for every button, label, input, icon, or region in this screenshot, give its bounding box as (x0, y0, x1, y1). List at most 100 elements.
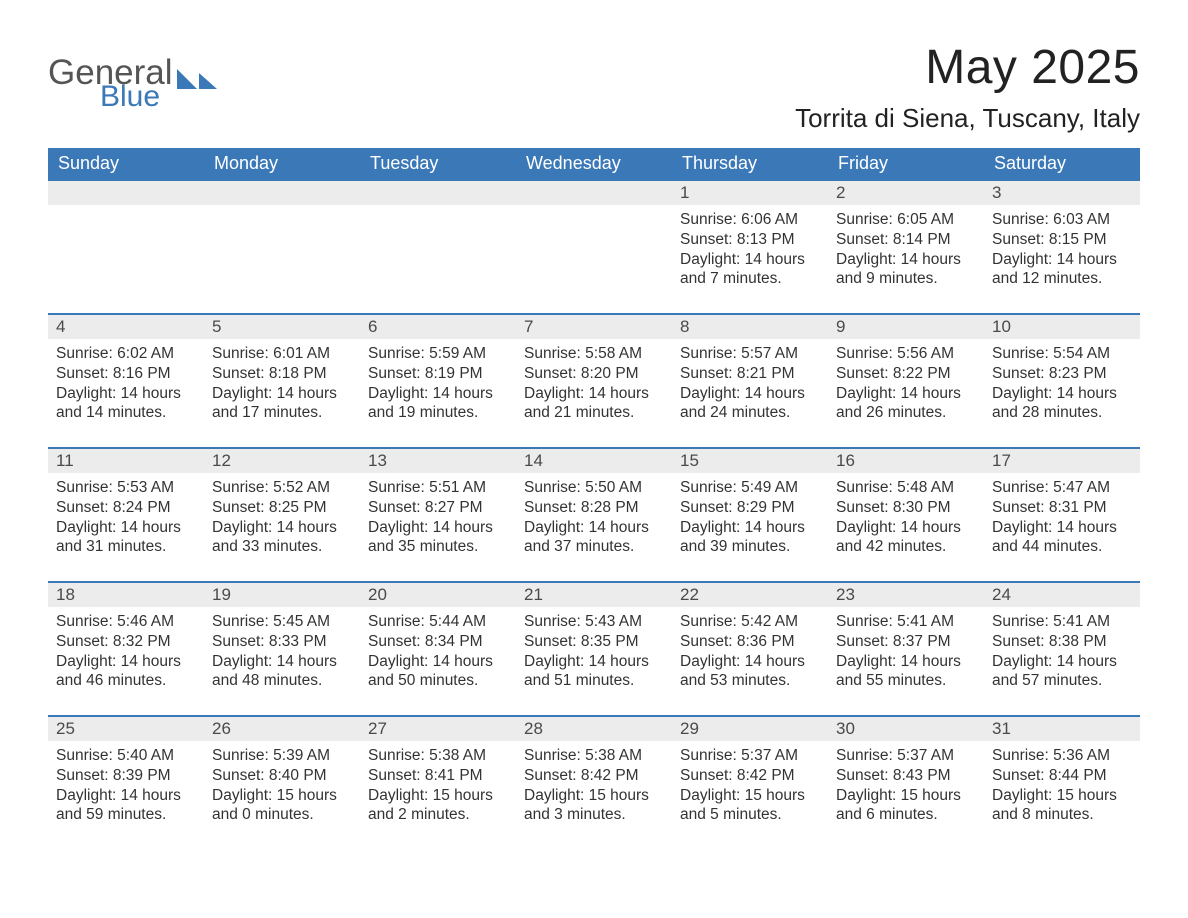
day-cell: 16Sunrise: 5:48 AMSunset: 8:30 PMDayligh… (828, 448, 984, 582)
day-cell: 12Sunrise: 5:52 AMSunset: 8:25 PMDayligh… (204, 448, 360, 582)
day-cell: 29Sunrise: 5:37 AMSunset: 8:42 PMDayligh… (672, 716, 828, 850)
brand-triangle-icon (177, 61, 217, 89)
day-content: Sunrise: 5:57 AMSunset: 8:21 PMDaylight:… (672, 339, 828, 423)
sunrise-text: Sunrise: 5:37 AM (836, 746, 976, 766)
weekday-header: Thursday (672, 148, 828, 180)
daylight-text: Daylight: 14 hours and 19 minutes. (368, 384, 508, 424)
day-cell (360, 180, 516, 314)
daylight-text: Daylight: 15 hours and 8 minutes. (992, 786, 1132, 826)
sunrise-text: Sunrise: 5:59 AM (368, 344, 508, 364)
day-number: 13 (360, 449, 516, 473)
daylight-text: Daylight: 14 hours and 9 minutes. (836, 250, 976, 290)
sunset-text: Sunset: 8:28 PM (524, 498, 664, 518)
weekday-header: Sunday (48, 148, 204, 180)
sunrise-text: Sunrise: 5:41 AM (836, 612, 976, 632)
day-cell: 31Sunrise: 5:36 AMSunset: 8:44 PMDayligh… (984, 716, 1140, 850)
weekday-header-row: Sunday Monday Tuesday Wednesday Thursday… (48, 148, 1140, 180)
brand-logo: General Blue (48, 40, 217, 112)
weekday-header: Saturday (984, 148, 1140, 180)
sunrise-text: Sunrise: 5:43 AM (524, 612, 664, 632)
sunset-text: Sunset: 8:13 PM (680, 230, 820, 250)
day-cell: 3Sunrise: 6:03 AMSunset: 8:15 PMDaylight… (984, 180, 1140, 314)
header: General Blue May 2025 Torrita di Siena, … (48, 40, 1140, 146)
day-cell (204, 180, 360, 314)
sunrise-text: Sunrise: 5:48 AM (836, 478, 976, 498)
day-cell: 5Sunrise: 6:01 AMSunset: 8:18 PMDaylight… (204, 314, 360, 448)
sunrise-text: Sunrise: 6:03 AM (992, 210, 1132, 230)
brand-text: General Blue (48, 56, 217, 112)
daylight-text: Daylight: 14 hours and 14 minutes. (56, 384, 196, 424)
day-number: 2 (828, 181, 984, 205)
daylight-text: Daylight: 14 hours and 35 minutes. (368, 518, 508, 558)
sunrise-text: Sunrise: 6:05 AM (836, 210, 976, 230)
sunset-text: Sunset: 8:38 PM (992, 632, 1132, 652)
sunset-text: Sunset: 8:39 PM (56, 766, 196, 786)
day-content: Sunrise: 5:40 AMSunset: 8:39 PMDaylight:… (48, 741, 204, 825)
day-number: 6 (360, 315, 516, 339)
sunrise-text: Sunrise: 5:42 AM (680, 612, 820, 632)
sunrise-text: Sunrise: 5:38 AM (524, 746, 664, 766)
day-number: 31 (984, 717, 1140, 741)
day-content: Sunrise: 5:44 AMSunset: 8:34 PMDaylight:… (360, 607, 516, 691)
daylight-text: Daylight: 14 hours and 21 minutes. (524, 384, 664, 424)
day-cell: 24Sunrise: 5:41 AMSunset: 8:38 PMDayligh… (984, 582, 1140, 716)
sunset-text: Sunset: 8:15 PM (992, 230, 1132, 250)
day-number: 21 (516, 583, 672, 607)
day-content: Sunrise: 5:53 AMSunset: 8:24 PMDaylight:… (48, 473, 204, 557)
daylight-text: Daylight: 14 hours and 24 minutes. (680, 384, 820, 424)
daylight-text: Daylight: 14 hours and 39 minutes. (680, 518, 820, 558)
day-number (204, 181, 360, 205)
day-number: 28 (516, 717, 672, 741)
day-content: Sunrise: 5:37 AMSunset: 8:42 PMDaylight:… (672, 741, 828, 825)
daylight-text: Daylight: 14 hours and 48 minutes. (212, 652, 352, 692)
day-number: 24 (984, 583, 1140, 607)
day-cell: 11Sunrise: 5:53 AMSunset: 8:24 PMDayligh… (48, 448, 204, 582)
sunrise-text: Sunrise: 5:53 AM (56, 478, 196, 498)
day-number: 11 (48, 449, 204, 473)
day-content: Sunrise: 5:37 AMSunset: 8:43 PMDaylight:… (828, 741, 984, 825)
day-number: 17 (984, 449, 1140, 473)
daylight-text: Daylight: 14 hours and 53 minutes. (680, 652, 820, 692)
sunset-text: Sunset: 8:16 PM (56, 364, 196, 384)
daylight-text: Daylight: 15 hours and 5 minutes. (680, 786, 820, 826)
weekday-header: Tuesday (360, 148, 516, 180)
daylight-text: Daylight: 14 hours and 12 minutes. (992, 250, 1132, 290)
sunrise-text: Sunrise: 5:54 AM (992, 344, 1132, 364)
sunrise-text: Sunrise: 6:01 AM (212, 344, 352, 364)
sunrise-text: Sunrise: 5:45 AM (212, 612, 352, 632)
daylight-text: Daylight: 15 hours and 6 minutes. (836, 786, 976, 826)
day-cell: 8Sunrise: 5:57 AMSunset: 8:21 PMDaylight… (672, 314, 828, 448)
day-number: 19 (204, 583, 360, 607)
day-cell: 30Sunrise: 5:37 AMSunset: 8:43 PMDayligh… (828, 716, 984, 850)
sunset-text: Sunset: 8:14 PM (836, 230, 976, 250)
weekday-header: Wednesday (516, 148, 672, 180)
daylight-text: Daylight: 14 hours and 28 minutes. (992, 384, 1132, 424)
sunset-text: Sunset: 8:44 PM (992, 766, 1132, 786)
sunrise-text: Sunrise: 5:39 AM (212, 746, 352, 766)
page-title: May 2025 (795, 40, 1140, 95)
day-content: Sunrise: 5:42 AMSunset: 8:36 PMDaylight:… (672, 607, 828, 691)
day-content: Sunrise: 5:51 AMSunset: 8:27 PMDaylight:… (360, 473, 516, 557)
week-row: 18Sunrise: 5:46 AMSunset: 8:32 PMDayligh… (48, 582, 1140, 716)
day-cell: 17Sunrise: 5:47 AMSunset: 8:31 PMDayligh… (984, 448, 1140, 582)
sunset-text: Sunset: 8:34 PM (368, 632, 508, 652)
day-content: Sunrise: 5:47 AMSunset: 8:31 PMDaylight:… (984, 473, 1140, 557)
sunrise-text: Sunrise: 5:51 AM (368, 478, 508, 498)
day-number: 20 (360, 583, 516, 607)
day-content: Sunrise: 6:05 AMSunset: 8:14 PMDaylight:… (828, 205, 984, 289)
sunset-text: Sunset: 8:42 PM (524, 766, 664, 786)
sunrise-text: Sunrise: 5:40 AM (56, 746, 196, 766)
daylight-text: Daylight: 14 hours and 7 minutes. (680, 250, 820, 290)
day-content: Sunrise: 6:06 AMSunset: 8:13 PMDaylight:… (672, 205, 828, 289)
sunrise-text: Sunrise: 5:37 AM (680, 746, 820, 766)
location-label: Torrita di Siena, Tuscany, Italy (795, 103, 1140, 134)
day-content: Sunrise: 5:46 AMSunset: 8:32 PMDaylight:… (48, 607, 204, 691)
day-content: Sunrise: 5:36 AMSunset: 8:44 PMDaylight:… (984, 741, 1140, 825)
sunrise-text: Sunrise: 5:46 AM (56, 612, 196, 632)
weekday-header: Friday (828, 148, 984, 180)
week-row: 1Sunrise: 6:06 AMSunset: 8:13 PMDaylight… (48, 180, 1140, 314)
sunrise-text: Sunrise: 5:41 AM (992, 612, 1132, 632)
sunrise-text: Sunrise: 5:57 AM (680, 344, 820, 364)
day-number: 26 (204, 717, 360, 741)
daylight-text: Daylight: 15 hours and 2 minutes. (368, 786, 508, 826)
